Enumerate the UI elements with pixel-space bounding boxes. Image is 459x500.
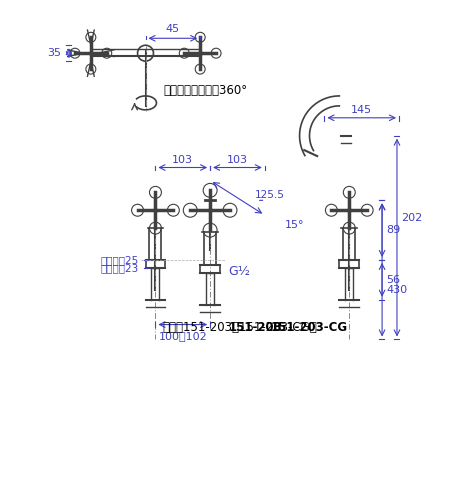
Text: 45: 45 [165, 24, 179, 34]
Text: 103: 103 [172, 154, 193, 164]
Text: 151-203: 151-203 [229, 322, 282, 334]
Text: 430: 430 [385, 285, 406, 295]
Text: 56: 56 [385, 275, 399, 285]
Text: 103: 103 [226, 154, 247, 164]
Text: 125.5: 125.5 [254, 190, 284, 200]
Text: （図は151-203、151-203-CG）: （図は151-203、151-203-CG） [162, 322, 317, 334]
Text: 15°: 15° [284, 220, 303, 230]
Text: 35: 35 [47, 48, 61, 58]
Text: G½: G½ [228, 266, 250, 278]
Text: スパウト回転角度360°: スパウト回転角度360° [163, 84, 247, 98]
Text: 六角対辺23: 六角対辺23 [101, 263, 139, 273]
Text: 202: 202 [400, 212, 421, 222]
Text: 89: 89 [385, 225, 399, 235]
Text: 100～102: 100～102 [158, 332, 207, 342]
Text: 151-203-CG: 151-203-CG [270, 322, 347, 334]
Text: 145: 145 [350, 105, 371, 115]
Text: 六角対辺25: 六角対辺25 [101, 255, 139, 265]
